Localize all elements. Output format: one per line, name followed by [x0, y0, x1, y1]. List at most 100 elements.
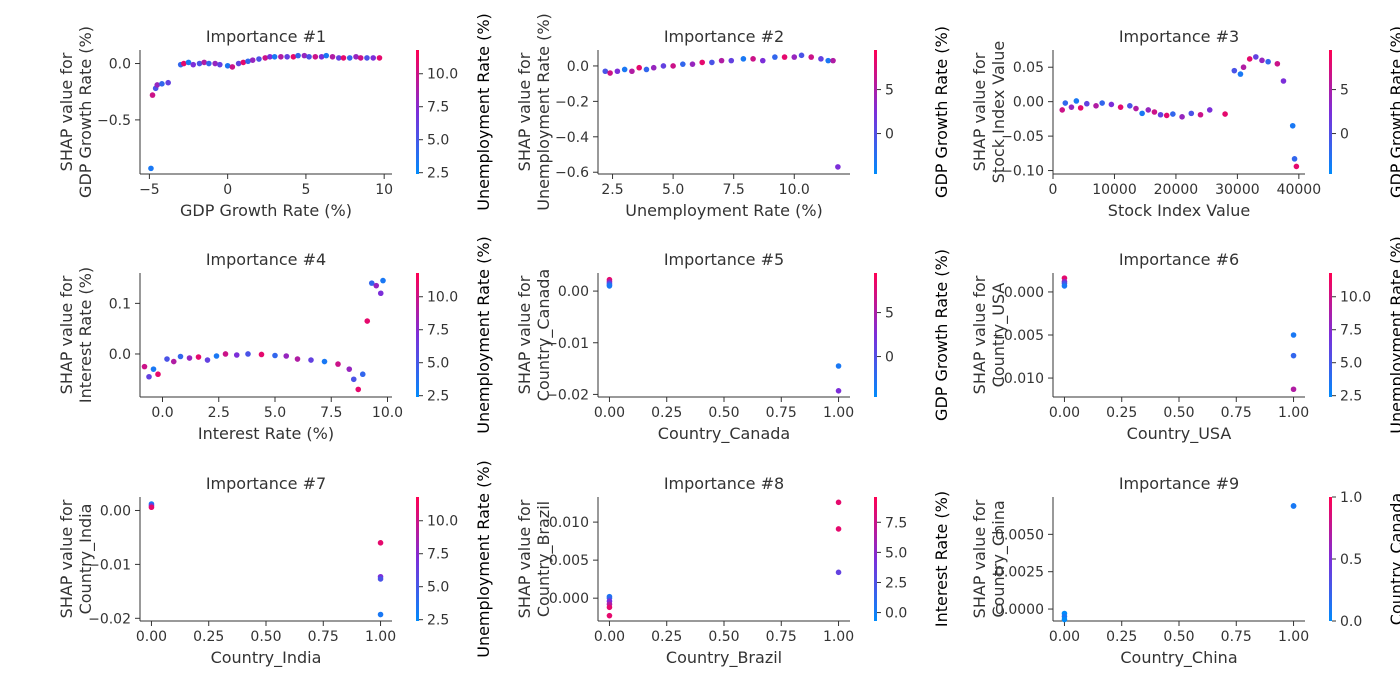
y-tick-label: 0.00	[558, 284, 589, 300]
data-point	[245, 58, 251, 65]
colorbar-tick-label: 7.5	[1340, 323, 1362, 339]
colorbar-label: Unemployment Rate (%)	[1387, 236, 1400, 434]
x-tick-label: 1.00	[1278, 405, 1309, 421]
panel-4: Importance #4 0.0 2.5 5.0 7.5 10.0 0.0 0.1 Inter…	[57, 236, 493, 443]
data-point	[650, 64, 657, 71]
data-point	[689, 61, 696, 67]
data-point	[750, 56, 756, 62]
colorbar-label: Unemployment Rate (%)	[474, 460, 493, 658]
y-axis-label: SHAP value forCountry_Brazil	[515, 499, 554, 618]
panel-5: Importance #5 0.00 0.25 0.50 0.75 1.00 −0.02 −0…	[515, 249, 951, 444]
y-tick-label: 0.1	[109, 296, 131, 312]
y-tick-label: 0.0	[109, 347, 131, 363]
data-point	[835, 363, 842, 369]
data-point	[359, 371, 366, 378]
data-point	[377, 540, 384, 546]
panel-7: Importance #7 0.00 0.25 0.50 0.75 1.00 −0.02 −0…	[57, 460, 493, 668]
x-tick-label: 7.5	[723, 182, 745, 198]
y-tick-label: 0.0	[109, 57, 131, 73]
colorbar-tick-label: 5	[1340, 83, 1349, 99]
colorbar-tick-label: 0.0	[885, 606, 907, 622]
colorbar-tick-label: 0	[885, 350, 894, 366]
x-axis-label: Country_India	[211, 648, 322, 668]
data-point	[235, 60, 242, 67]
panel-title: Importance #9	[1119, 474, 1239, 493]
data-point	[835, 569, 842, 576]
colorbar-tick-label: 7.5	[427, 323, 449, 339]
data-point	[660, 63, 667, 69]
x-tick-label: 0.75	[766, 405, 797, 421]
data-point	[204, 357, 211, 363]
x-tick-label: 10.0	[372, 405, 403, 421]
data-point	[229, 64, 236, 70]
data-point	[272, 352, 278, 359]
colorbar-label: GDP Growth Rate (%)	[1387, 26, 1400, 198]
data-point	[1093, 103, 1099, 109]
x-tick-label: 0.25	[651, 405, 682, 421]
y-tick-label: −0.010	[992, 371, 1044, 387]
colorbar	[416, 50, 419, 174]
y-tick-label: 0.005	[549, 553, 589, 569]
data-point	[185, 59, 192, 66]
x-axis-label: Country_Canada	[658, 424, 790, 444]
data-point	[1151, 109, 1158, 115]
data-point	[709, 59, 715, 66]
data-point	[217, 61, 223, 68]
data-point	[329, 53, 336, 60]
x-tick-label: 40000	[1277, 182, 1322, 198]
data-point	[1059, 107, 1066, 113]
data-point	[1188, 110, 1195, 117]
colorbar-label: Interest Rate (%)	[932, 491, 951, 627]
x-tick-label: 0.75	[308, 629, 339, 645]
y-tick-label: −0.02	[88, 611, 131, 627]
x-tick-label: 10.0	[779, 182, 810, 198]
data-point	[380, 277, 386, 284]
data-point	[290, 53, 297, 60]
y-tick-label: 0.05	[1013, 60, 1044, 76]
x-tick-label: 0.75	[1221, 405, 1252, 421]
data-point	[606, 604, 613, 611]
data-point	[181, 60, 187, 67]
data-point	[1099, 100, 1105, 106]
x-tick-label: −5	[139, 182, 160, 198]
data-point	[213, 353, 220, 359]
data-point	[643, 66, 650, 73]
x-tick-label: 0	[223, 182, 232, 198]
data-point	[1290, 386, 1297, 393]
data-point	[808, 54, 815, 60]
data-point	[629, 68, 635, 75]
panel-9: Importance #9 0.00 0.25 0.50 0.75 1.00 0.0000 0…	[970, 474, 1400, 668]
data-point	[1290, 332, 1297, 338]
data-point	[830, 57, 836, 64]
x-tick-label: 0.00	[1049, 405, 1080, 421]
data-point	[835, 164, 841, 170]
data-point	[772, 54, 778, 60]
data-point	[346, 366, 353, 372]
y-axis-label: SHAP value forGDP Growth Rate (%)	[57, 26, 95, 198]
data-point	[1291, 156, 1298, 162]
data-point	[150, 366, 157, 372]
colorbar	[1329, 273, 1332, 397]
data-point	[141, 363, 148, 370]
data-point	[256, 56, 262, 62]
colorbar-tick-label: 5	[885, 306, 894, 322]
colorbar-tick-label: 5.0	[427, 133, 449, 149]
data-point	[1280, 78, 1287, 84]
data-point	[148, 165, 154, 172]
x-tick-label: 0.25	[1106, 629, 1137, 645]
data-point	[607, 70, 613, 76]
colorbar	[874, 497, 877, 621]
data-point	[1289, 122, 1296, 129]
colorbar	[1329, 50, 1332, 174]
data-point	[818, 56, 824, 62]
data-point	[728, 57, 735, 64]
x-tick-label: 20000	[1154, 182, 1199, 198]
data-point	[312, 53, 319, 60]
y-axis-label: SHAP value forCountry_China	[970, 499, 1009, 618]
y-tick-label: 0.000	[549, 591, 589, 607]
data-point	[377, 611, 384, 618]
data-point	[781, 54, 788, 60]
x-tick-label: 0	[1049, 182, 1058, 198]
data-point	[1293, 163, 1300, 170]
